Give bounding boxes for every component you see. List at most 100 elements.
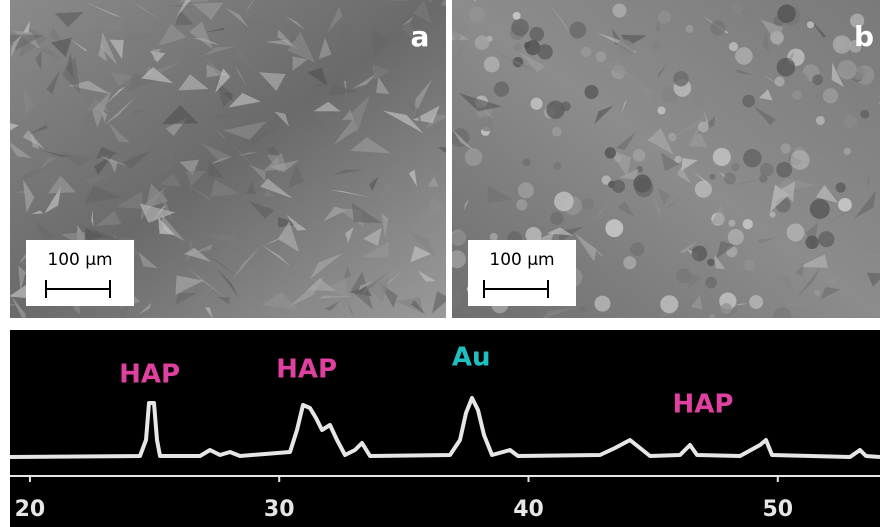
figure-svg: a b 100 µm 100 µm 20304050HAPHAPAuHAP <box>0 0 880 527</box>
grain <box>513 12 521 20</box>
grain <box>721 303 732 314</box>
grain <box>685 25 693 33</box>
grain <box>692 246 708 262</box>
grain <box>494 82 509 97</box>
grain <box>744 260 755 271</box>
grain <box>529 27 544 42</box>
grain <box>791 72 808 89</box>
peak-label: HAP <box>276 355 337 385</box>
grain <box>514 43 522 51</box>
grain <box>581 198 593 210</box>
grain <box>844 148 851 155</box>
grain <box>695 181 712 198</box>
grain <box>856 220 872 236</box>
x-tick-label: 40 <box>513 497 544 522</box>
grain <box>805 236 818 249</box>
grain <box>579 306 586 313</box>
grain <box>773 307 792 326</box>
grain <box>658 11 671 24</box>
grain <box>652 41 661 50</box>
grain <box>616 39 634 57</box>
grain <box>844 115 857 128</box>
x-tick-label: 20 <box>15 497 46 522</box>
grain <box>515 171 521 177</box>
grain <box>450 230 466 246</box>
grain <box>569 22 586 39</box>
grain <box>749 295 763 309</box>
grain <box>523 158 531 166</box>
grain <box>444 290 463 309</box>
grain <box>698 122 709 133</box>
grain <box>792 90 802 100</box>
grain <box>814 290 820 296</box>
grain <box>728 229 744 245</box>
grain <box>633 149 646 162</box>
grain <box>623 256 636 269</box>
grain <box>596 51 607 62</box>
grain <box>860 110 869 119</box>
grain <box>594 296 610 312</box>
grain <box>660 295 678 313</box>
grain <box>732 3 743 14</box>
grain <box>743 219 753 229</box>
grain <box>674 156 681 163</box>
grain <box>769 211 775 217</box>
grain <box>633 175 651 193</box>
grain <box>812 74 823 85</box>
grain <box>790 150 810 170</box>
grain <box>837 60 856 79</box>
x-tick-label: 30 <box>264 497 295 522</box>
grain <box>448 250 466 268</box>
grain <box>516 199 527 210</box>
grain <box>823 88 838 103</box>
ridge <box>0 57 11 73</box>
grain <box>673 71 688 86</box>
scale-label: 100 µm <box>47 250 112 270</box>
grain <box>707 259 714 266</box>
panel-letter: a <box>411 20 430 53</box>
grain <box>524 42 531 49</box>
grain <box>705 277 717 289</box>
grain <box>630 242 644 256</box>
grain <box>530 98 542 110</box>
grain <box>743 149 761 167</box>
grain <box>833 35 851 53</box>
grain <box>465 148 483 166</box>
panel-letter: b <box>854 20 874 53</box>
grain <box>776 162 792 178</box>
grain <box>710 20 725 35</box>
grain <box>777 5 795 23</box>
grain <box>584 85 598 99</box>
grain <box>709 174 715 180</box>
grain <box>469 7 484 22</box>
grain <box>693 95 704 106</box>
grain <box>728 220 735 227</box>
grain <box>668 133 677 142</box>
grain <box>724 173 736 185</box>
grain <box>735 47 753 65</box>
grain <box>605 147 616 158</box>
grain <box>484 57 500 73</box>
peak-label: HAP <box>119 360 180 390</box>
grain <box>807 21 814 28</box>
grain <box>546 101 564 119</box>
grain <box>581 46 592 57</box>
grain <box>787 223 805 241</box>
grain <box>554 162 562 170</box>
grain <box>518 182 534 198</box>
grain <box>554 192 574 212</box>
grain <box>781 143 791 153</box>
grain <box>709 314 715 320</box>
grain <box>552 127 562 137</box>
figure: a b 100 µm 100 µm 20304050HAPHAPAuHAP <box>0 0 880 527</box>
x-tick-label: 50 <box>762 497 793 522</box>
grain <box>475 36 490 51</box>
peak-label: HAP <box>673 390 734 420</box>
grain <box>760 163 774 177</box>
peak-label: Au <box>452 343 491 373</box>
grain <box>657 106 665 114</box>
grain <box>775 76 785 86</box>
grain <box>731 163 739 171</box>
grain <box>550 212 563 225</box>
grain <box>537 44 552 59</box>
